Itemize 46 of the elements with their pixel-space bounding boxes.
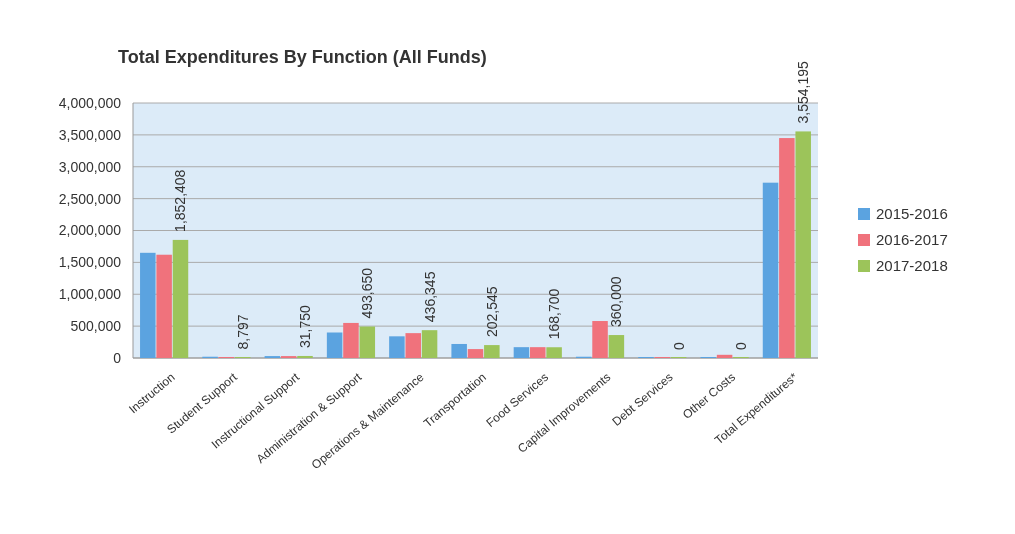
data-label: 436,345 bbox=[421, 271, 438, 323]
y-tick-label: 500,000 bbox=[70, 318, 122, 335]
data-label: 0 bbox=[732, 342, 749, 350]
data-label: 0 bbox=[670, 342, 687, 350]
bar bbox=[762, 182, 779, 358]
bar bbox=[546, 347, 562, 358]
y-tick-label: 4,000,000 bbox=[58, 94, 122, 111]
data-label: 8,797 bbox=[234, 314, 251, 350]
bar bbox=[795, 131, 811, 358]
bar bbox=[326, 332, 343, 358]
bar bbox=[421, 330, 438, 358]
legend-label: 2017-2018 bbox=[876, 257, 948, 275]
bar bbox=[359, 326, 376, 358]
y-tick-label: 1,000,000 bbox=[58, 286, 122, 303]
bar bbox=[405, 333, 421, 358]
bar bbox=[592, 321, 608, 358]
y-tick-label: 0 bbox=[113, 349, 122, 366]
bar bbox=[608, 335, 625, 358]
legend-label: 2016-2017 bbox=[876, 231, 948, 249]
bar bbox=[779, 138, 795, 358]
y-tick-label: 1,500,000 bbox=[58, 254, 122, 271]
bar bbox=[716, 354, 733, 358]
bar bbox=[484, 345, 500, 358]
y-tick-label: 3,000,000 bbox=[58, 158, 122, 175]
data-label: 202,545 bbox=[483, 286, 500, 338]
bar bbox=[297, 355, 313, 358]
y-tick-label: 3,500,000 bbox=[58, 126, 122, 143]
chart-title: Total Expenditures By Function (All Funds) bbox=[118, 47, 487, 67]
bar bbox=[140, 252, 156, 358]
data-label: 493,650 bbox=[359, 267, 376, 319]
bar bbox=[513, 347, 530, 358]
bar bbox=[172, 239, 189, 358]
y-tick-label: 2,000,000 bbox=[58, 222, 122, 239]
bar bbox=[530, 347, 546, 358]
legend-label: 2015-2016 bbox=[876, 205, 948, 223]
y-tick-label: 2,500,000 bbox=[58, 190, 122, 207]
bar bbox=[451, 343, 467, 358]
data-label: 360,000 bbox=[608, 276, 625, 328]
bar bbox=[156, 254, 172, 358]
data-label: 31,750 bbox=[297, 304, 314, 348]
bar bbox=[467, 349, 484, 358]
data-label: 3,554,195 bbox=[795, 60, 812, 124]
bar bbox=[389, 336, 405, 358]
data-label: 168,700 bbox=[546, 288, 563, 340]
bar bbox=[343, 322, 359, 358]
data-label: 1,852,408 bbox=[172, 169, 189, 232]
